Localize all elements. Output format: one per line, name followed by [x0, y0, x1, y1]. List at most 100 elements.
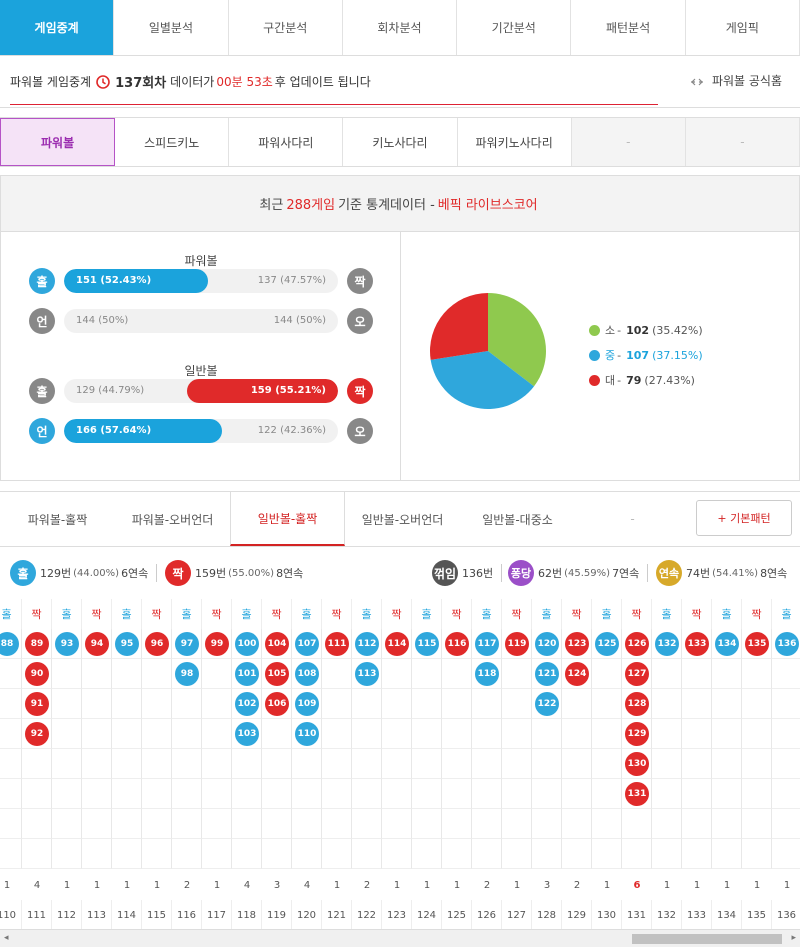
official-home-link[interactable]: 파워볼 공식홈 [689, 72, 782, 89]
grid-cell [262, 749, 292, 779]
tab-powerkenoladder[interactable]: 파워키노사다리 [457, 118, 572, 166]
tab-normalball-size[interactable]: 일반볼-대중소 [482, 512, 553, 527]
grid-cell [712, 749, 742, 779]
grid-cell: 136 [772, 629, 800, 659]
scroll-left-icon[interactable]: ◂ [4, 933, 9, 943]
grid-cell [772, 719, 800, 749]
grid-cell [352, 719, 382, 749]
grid-cell [382, 809, 412, 839]
stats-brand: 베픽 라이브스코어 [437, 198, 538, 213]
grid-cell: 107 [292, 629, 322, 659]
right-badge: 오 [347, 418, 373, 444]
grid-cell [82, 749, 112, 779]
grid-cell [142, 719, 172, 749]
tab-daily[interactable]: 일별분석 [114, 0, 229, 55]
grid-cell: 119 [502, 629, 532, 659]
hol-streak: 6연속 [121, 567, 149, 580]
streak-count: 3 [273, 879, 281, 891]
result-ball: 88 [0, 632, 19, 656]
tab-period[interactable]: 기간분석 [457, 0, 572, 55]
grid-cell [262, 839, 292, 869]
pattern-summary: 홀 129번 (44.00%) 6연속 짝 159번 (55.00%) 8연속 … [0, 547, 800, 599]
column-header: 홀 [52, 599, 82, 629]
stats-header: 최근 288게임 기준 통계데이터 - 베픽 라이브스코어 [1, 176, 799, 232]
hol-pct: (44.00%) [73, 567, 120, 579]
tab-live[interactable]: 게임중계 [0, 0, 115, 55]
grid-cell: 111 [322, 629, 352, 659]
column-header: 짝 [562, 599, 592, 629]
result-ball: 115 [415, 632, 439, 656]
result-ball: 114 [385, 632, 409, 656]
tab-normalball-overunder[interactable]: 일반볼-오버언더 [361, 512, 444, 527]
column-header: 홀 [352, 599, 382, 629]
grid-cell [22, 779, 52, 809]
scroll-thumb[interactable] [632, 934, 782, 944]
tab-speedkeno[interactable]: 스피드키노 [115, 118, 230, 166]
grid-cell [682, 719, 712, 749]
tab-pattern[interactable]: 패턴분석 [571, 0, 686, 55]
grid-cell: 124 [562, 659, 592, 689]
result-ball: 94 [85, 632, 109, 656]
right-value: 144 (50%) [273, 315, 326, 326]
ratio-track: 129 (44.79%) 159 (55.21%) [64, 379, 338, 403]
grid-cell [22, 839, 52, 869]
column-header: 짝 [322, 599, 352, 629]
grid-cell: 101 [232, 659, 262, 689]
grid-cell: 113 [352, 659, 382, 689]
tab-powerball[interactable]: 파워볼 [0, 118, 116, 166]
grid-cell [0, 779, 22, 809]
tab-normalball-oddeven[interactable]: 일반볼-홀짝 [230, 492, 345, 546]
grid-cell [562, 749, 592, 779]
grid-cell [442, 689, 472, 719]
grid-cell [622, 809, 652, 839]
grid-cell [382, 719, 412, 749]
streak-count: 1 [333, 879, 341, 891]
basic-pattern-button[interactable]: + 기본패턴 [696, 500, 792, 536]
grid-cell: 91 [22, 689, 52, 719]
grid-cell: 110 [292, 719, 322, 749]
grid-cell: 133 [682, 629, 712, 659]
grid-cell [262, 719, 292, 749]
grid-cell [112, 839, 142, 869]
grid-cell: 130 [622, 749, 652, 779]
info-prefix: 파워볼 게임중계 [10, 75, 92, 89]
grid-cell [592, 809, 622, 839]
streak-count: 1 [93, 879, 101, 891]
update-info-bar: 파워볼 게임중계 137회차 데이터가 00분 53초 후 업데이트 됩니다 파… [0, 56, 800, 108]
grid-cell [202, 779, 232, 809]
grid-cell [142, 659, 172, 689]
tab-powerball-overunder[interactable]: 파워볼-오버언더 [131, 512, 214, 527]
column-header: 짝 [682, 599, 712, 629]
round-label: 115 [142, 900, 172, 930]
grid-cell [202, 719, 232, 749]
round-label: 130 [592, 900, 622, 930]
left-badge: 홀 [29, 378, 55, 404]
ratio-fill [64, 419, 222, 443]
round-label: 117 [202, 900, 232, 930]
grid-cell [562, 779, 592, 809]
result-ball: 98 [175, 662, 199, 686]
tab-pick[interactable]: 게임픽 [685, 0, 800, 55]
grid-cell [682, 839, 712, 869]
grid-cell [352, 779, 382, 809]
legend-pct: (27.43%) [644, 373, 695, 387]
result-ball: 136 [775, 632, 799, 656]
tab-round[interactable]: 회차분석 [342, 0, 458, 55]
column-header: 홀 [232, 599, 262, 629]
horizontal-scrollbar[interactable]: ◂ ▸ [0, 929, 800, 947]
tab-kenoladder[interactable]: 키노사다리 [343, 118, 458, 166]
tab-powerladder[interactable]: 파워사다리 [229, 118, 344, 166]
ratio-fill [64, 269, 208, 293]
streak-count: 1 [423, 879, 431, 891]
streak-count: 1 [453, 879, 461, 891]
grid-cell: 109 [292, 689, 322, 719]
tab-range[interactable]: 구간분석 [228, 0, 343, 55]
column-header: 홀 [472, 599, 502, 629]
scroll-right-icon[interactable]: ▸ [791, 933, 796, 943]
tab-powerball-oddeven[interactable]: 파워볼-홀짝 [27, 512, 88, 527]
result-ball: 125 [595, 632, 619, 656]
grid-cell [172, 839, 202, 869]
pattern-tab-bar: 파워볼-홀짝 파워볼-오버언더 일반볼-홀짝 일반볼-오버언더 일반볼-대중소 … [0, 491, 800, 547]
grid-cell [322, 659, 352, 689]
right-badge: 짝 [347, 378, 373, 404]
